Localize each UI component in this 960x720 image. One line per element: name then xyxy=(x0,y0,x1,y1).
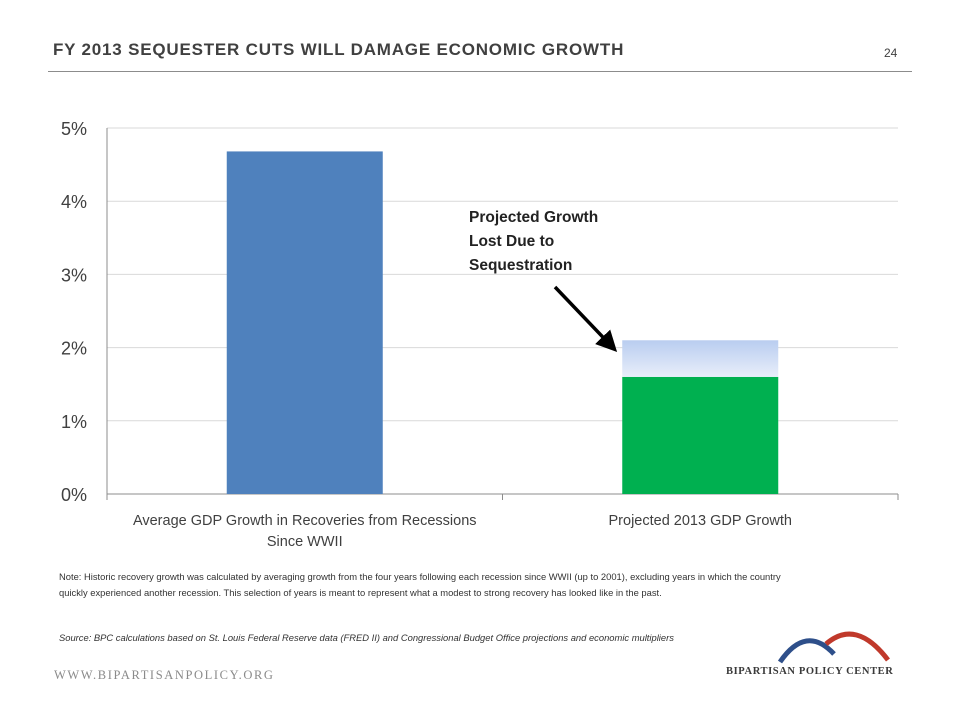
bar-growth-lost xyxy=(622,340,779,377)
footnote-note: Note: Historic recovery growth was calcu… xyxy=(59,571,781,598)
footer-url[interactable]: WWW.BIPARTISANPOLICY.ORG xyxy=(54,668,275,682)
y-tick-label: 0% xyxy=(61,485,87,505)
y-tick-label: 3% xyxy=(61,265,87,285)
page-number: 24 xyxy=(884,46,898,60)
x-category-label: Average GDP Growth in Recoveries from Re… xyxy=(133,513,477,550)
bpc-logo-icon xyxy=(777,631,890,664)
y-tick-label: 1% xyxy=(61,412,87,432)
bar-chart: 0% 1% 2% 3% 4% 5% Average GDP Growth in Recove… xyxy=(61,119,899,550)
annotation-label: Projected Growth Lost Due to Sequestration xyxy=(469,209,598,274)
y-tick-label: 4% xyxy=(61,192,87,212)
footer-org-name: BIPARTISAN POLICY CENTER xyxy=(726,666,894,677)
annotation-arrow xyxy=(553,285,618,352)
x-category-label: Projected 2013 GDP Growth xyxy=(609,513,793,529)
bar-historic-recovery xyxy=(226,151,383,494)
y-tick-label: 5% xyxy=(61,119,87,139)
footnote-source: Source: BPC calculations based on St. Lo… xyxy=(59,632,674,643)
bar-projected-growth xyxy=(622,376,779,494)
title-divider xyxy=(48,71,912,72)
y-tick-label: 2% xyxy=(61,339,87,359)
slide-title: FY 2013 SEQUESTER CUTS WILL DAMAGE ECONO… xyxy=(53,40,625,59)
